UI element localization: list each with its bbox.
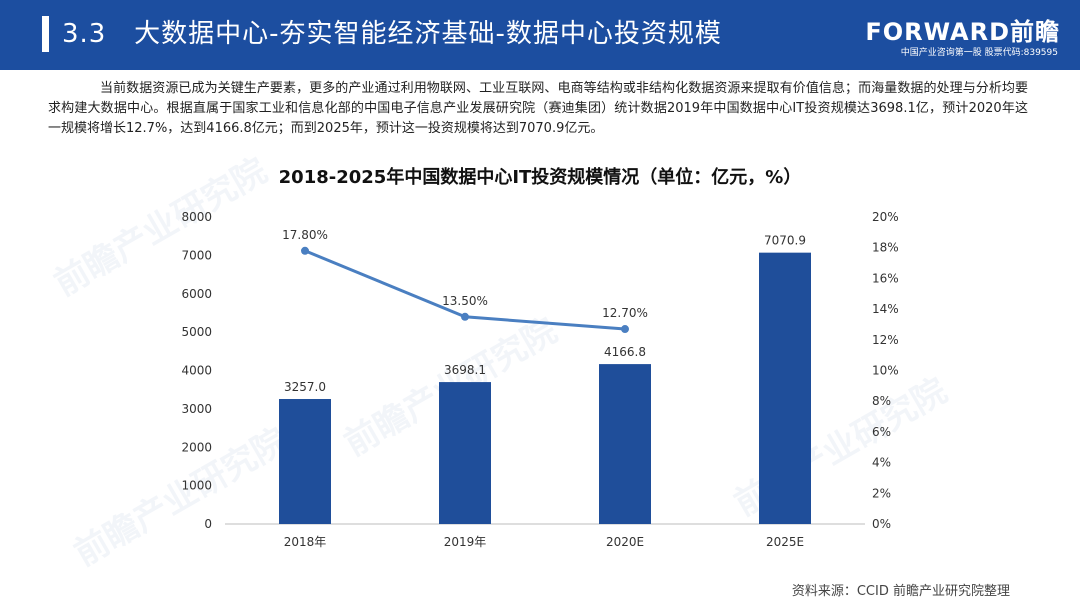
right-axis-tick: 8% xyxy=(872,394,891,408)
bar-2025E xyxy=(759,252,811,524)
right-axis-tick: 0% xyxy=(872,517,891,531)
growth-point xyxy=(621,325,629,334)
header-accent-bar xyxy=(42,16,49,52)
category-label: 2018年 xyxy=(284,535,327,549)
brand-logo: FORWARD前瞻 xyxy=(865,18,1060,46)
left-axis-tick: 3000 xyxy=(181,402,212,416)
growth-value-label: 17.80% xyxy=(282,228,328,242)
right-axis-tick: 10% xyxy=(872,364,899,378)
bar-2019年 xyxy=(439,382,491,524)
category-label: 2019年 xyxy=(444,535,487,549)
right-axis-tick: 18% xyxy=(872,241,899,255)
investment-chart: 0 1000 2000 3000 4000 5000 6000 7000 8000 0% 2% 4%… xyxy=(181,210,899,549)
header-banner: 3.3 大数据中心-夯实智能经济基础-数据中心投资规模 FORWARD前瞻 中国… xyxy=(0,0,1080,70)
bar-value-label: 7070.9 xyxy=(764,234,806,248)
bar-2020E xyxy=(599,364,651,524)
section-number: 3.3 xyxy=(62,19,107,49)
left-axis-tick: 4000 xyxy=(181,364,212,378)
right-axis-tick: 2% xyxy=(872,486,891,500)
chart-title: 2018-2025年中国数据中心IT投资规模情况（单位：亿元，%） xyxy=(278,167,802,188)
brand-tagline: 中国产业咨询第一股 股票代码:839595 xyxy=(900,48,1058,58)
bar-2018年 xyxy=(279,399,331,524)
page-title: 3.3 大数据中心-夯实智能经济基础-数据中心投资规模 xyxy=(62,14,722,54)
left-axis-tick: 6000 xyxy=(181,287,212,301)
source-note: 资料来源：CCID 前瞻产业研究院整理 xyxy=(791,584,1010,599)
right-axis-tick: 12% xyxy=(872,333,899,347)
right-axis-tick: 6% xyxy=(872,425,891,439)
right-axis-tick: 14% xyxy=(872,302,899,316)
intro-paragraph: 当前数据资源已成为关键生产要素，更多的产业通过利用物联网、工业互联网、电商等结构… xyxy=(48,81,1028,136)
left-axis-tick: 0 xyxy=(204,517,212,531)
bar-value-label: 3257.0 xyxy=(284,380,326,394)
left-axis-tick: 5000 xyxy=(181,325,212,339)
category-label: 2025E xyxy=(766,535,804,549)
growth-value-label: 12.70% xyxy=(602,306,648,320)
right-axis-tick: 4% xyxy=(872,456,891,470)
growth-point xyxy=(461,312,469,321)
growth-point xyxy=(301,246,309,255)
left-axis-tick: 8000 xyxy=(181,210,212,224)
right-axis-tick: 20% xyxy=(872,210,899,224)
right-axis-tick: 16% xyxy=(872,271,899,285)
left-axis-tick: 7000 xyxy=(181,248,212,262)
category-label: 2020E xyxy=(606,535,644,549)
bar-value-label: 4166.8 xyxy=(604,345,646,359)
growth-value-label: 13.50% xyxy=(442,294,488,308)
section-title: 大数据中心-夯实智能经济基础-数据中心投资规模 xyxy=(134,19,722,49)
left-axis-tick: 1000 xyxy=(181,479,212,493)
left-axis-tick: 2000 xyxy=(181,440,212,454)
bar-value-label: 3698.1 xyxy=(444,363,486,377)
